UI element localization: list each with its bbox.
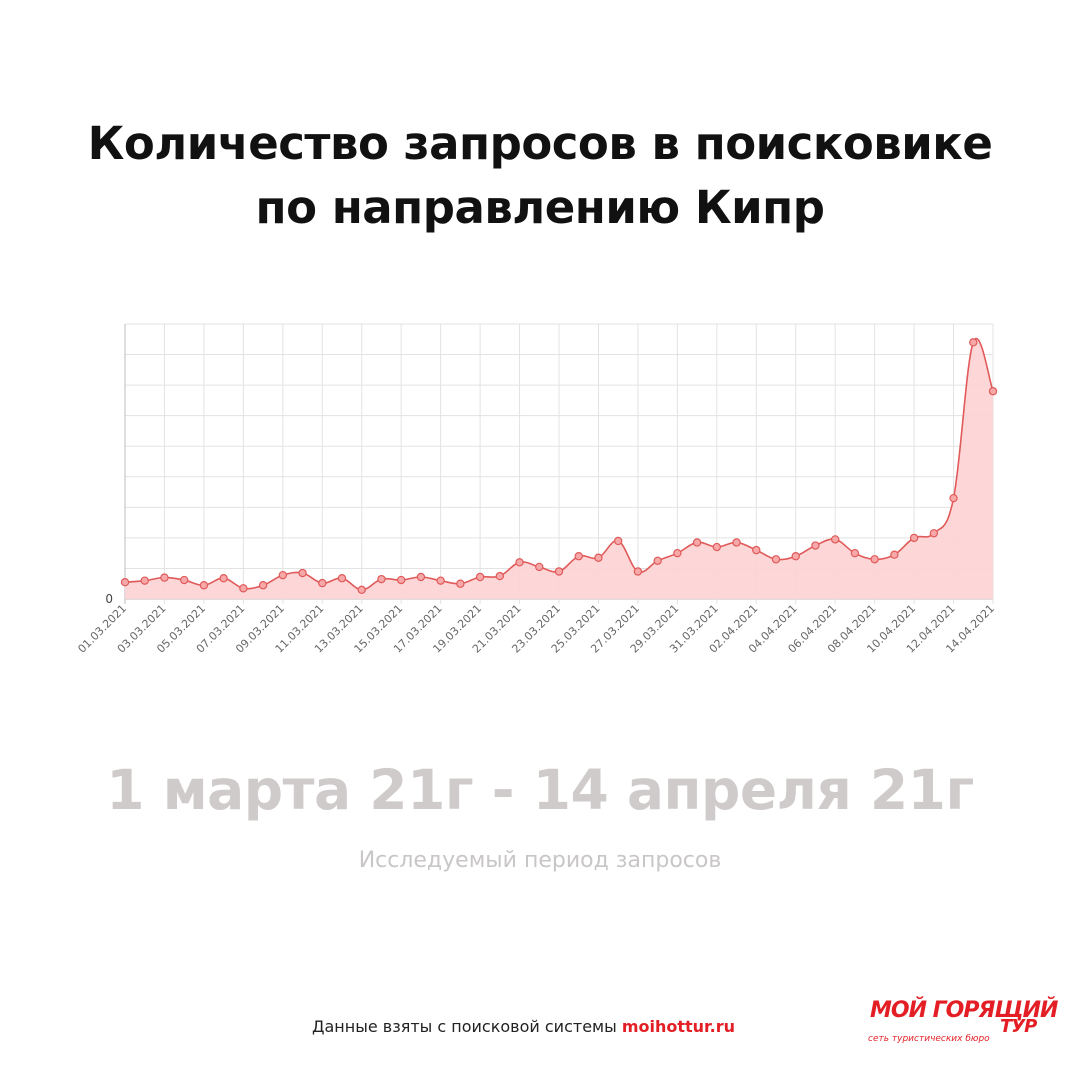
data-point <box>969 338 978 347</box>
data-point <box>475 572 485 582</box>
series-line <box>124 337 994 591</box>
data-point <box>870 555 879 564</box>
data-point <box>535 562 544 572</box>
data-point <box>811 541 820 550</box>
data-point <box>456 579 465 588</box>
chart-title: Количество запросов в поисковике по напр… <box>0 112 1080 240</box>
logo-name-part1: МОЙ ГОРЯЩИЙ <box>870 998 1058 1023</box>
data-point <box>929 529 939 538</box>
title-line-2: по направлению Кипр <box>255 181 825 234</box>
data-point <box>613 536 623 546</box>
data-point <box>219 574 228 583</box>
data-point <box>712 542 722 552</box>
data-point <box>515 558 524 567</box>
data-point <box>949 493 958 503</box>
data-point <box>850 548 860 558</box>
data-point <box>791 552 800 561</box>
data-point <box>909 533 919 543</box>
x-axis-tick-labels: 01.03.202103.03.202105.03.202107.03.2021… <box>75 602 997 656</box>
data-point <box>830 535 840 544</box>
data-point <box>594 553 603 562</box>
data-point <box>495 571 505 581</box>
data-point <box>179 575 189 585</box>
data-point <box>574 552 583 561</box>
data-point <box>436 576 445 585</box>
logo-name-part2: ТУР <box>1000 1016 1037 1037</box>
source-site-link[interactable]: moihottur.ru <box>621 1017 736 1036</box>
data-point <box>673 548 682 558</box>
data-point <box>988 387 998 396</box>
data-point <box>298 568 307 578</box>
data-point <box>653 556 662 566</box>
data-point <box>692 538 702 547</box>
source-text: Данные взяты с поисковой системы <box>312 1017 622 1036</box>
data-point <box>890 550 899 559</box>
data-point <box>732 538 741 547</box>
data-point <box>318 578 327 588</box>
data-point <box>633 567 643 576</box>
data-point <box>258 581 268 590</box>
data-point <box>554 567 564 576</box>
title-line-1: Количество запросов в поисковике <box>87 117 993 170</box>
data-point <box>120 577 130 587</box>
area-fill <box>125 338 993 599</box>
data-point <box>239 584 248 593</box>
data-point <box>752 545 761 555</box>
y-axis-tick-labels: 0 <box>105 592 113 606</box>
period-caption: Исследуемый период запросов <box>358 848 722 873</box>
data-point <box>396 575 406 585</box>
y-tick-label: 0 <box>105 592 113 606</box>
data-point <box>377 574 386 584</box>
data-point <box>771 555 781 564</box>
period-range: 1 марта 21г - 14 апреля 21г <box>106 758 974 822</box>
source-note: Данные взяты с поисковой системы moihott… <box>312 1017 735 1036</box>
data-point <box>199 581 209 590</box>
brand-logo[interactable]: МОЙ ГОРЯЩИЙ ТУР сеть туристических бюро <box>862 998 1058 1058</box>
data-points <box>120 338 998 595</box>
data-point <box>337 574 347 583</box>
data-point <box>160 573 169 582</box>
data-point <box>416 572 426 582</box>
data-point <box>357 585 366 595</box>
data-point <box>140 576 149 585</box>
data-point <box>278 570 288 580</box>
logo-tagline: сеть туристических бюро <box>868 1034 990 1044</box>
search-requests-chart: 01.03.202103.03.202105.03.202107.03.2021… <box>75 323 998 656</box>
